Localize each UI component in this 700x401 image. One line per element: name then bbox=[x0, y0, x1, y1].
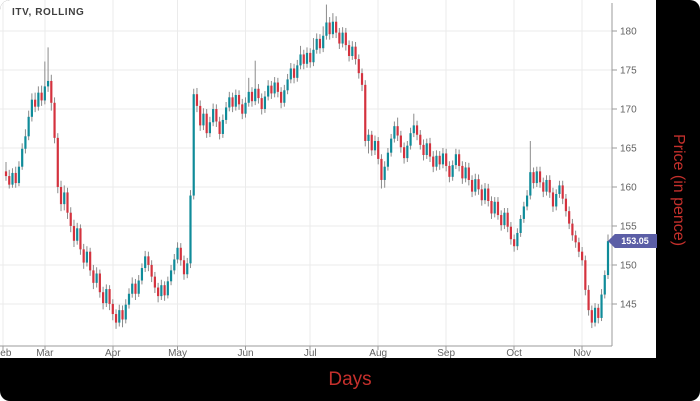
y-axis-title: Price (in pence) bbox=[670, 133, 688, 247]
chart-panel: 180 175 170 165 160 155 150 145 Feb Mar Apr May Jun J… bbox=[0, 0, 657, 358]
y-axis-title-band: Price (in pence) bbox=[656, 0, 700, 380]
x-axis-title-band: Days bbox=[0, 358, 700, 401]
tick-labels: 180 175 170 165 160 155 150 145 Feb Mar Apr May Jun J… bbox=[0, 27, 637, 358]
x-tick-label: Nov bbox=[573, 348, 591, 358]
chart-title: ITV, ROLLING bbox=[12, 7, 85, 18]
x-tick-label: May bbox=[168, 348, 187, 358]
x-tick-label: Apr bbox=[105, 348, 121, 358]
x-axis-title: Days bbox=[328, 368, 372, 390]
x-tick-label: Jun bbox=[237, 348, 253, 358]
x-tick-label: Aug bbox=[369, 348, 387, 358]
y-tick-label: 170 bbox=[620, 105, 637, 116]
x-tick-label: Oct bbox=[506, 348, 522, 358]
x-tick-label: Jul bbox=[304, 348, 317, 358]
grid-layer bbox=[0, 0, 612, 346]
axes-layer bbox=[0, 3, 617, 350]
y-tick-label: 150 bbox=[620, 260, 637, 271]
x-tick-label: Mar bbox=[36, 348, 54, 358]
y-tick-label: 175 bbox=[620, 66, 637, 77]
y-tick-label: 180 bbox=[620, 27, 637, 38]
y-tick-label: 160 bbox=[620, 182, 637, 193]
x-tick-label: Feb bbox=[0, 348, 12, 358]
y-tick-label: 155 bbox=[620, 221, 637, 232]
last-price-tag: 153.05 bbox=[608, 234, 657, 248]
candlestick-chart[interactable]: 180 175 170 165 160 155 150 145 Feb Mar Apr May Jun J… bbox=[0, 0, 656, 358]
y-tick-label: 145 bbox=[620, 299, 637, 310]
candles-layer bbox=[4, 4, 610, 329]
y-tick-label: 165 bbox=[620, 143, 637, 154]
x-tick-label: Sep bbox=[437, 348, 455, 358]
